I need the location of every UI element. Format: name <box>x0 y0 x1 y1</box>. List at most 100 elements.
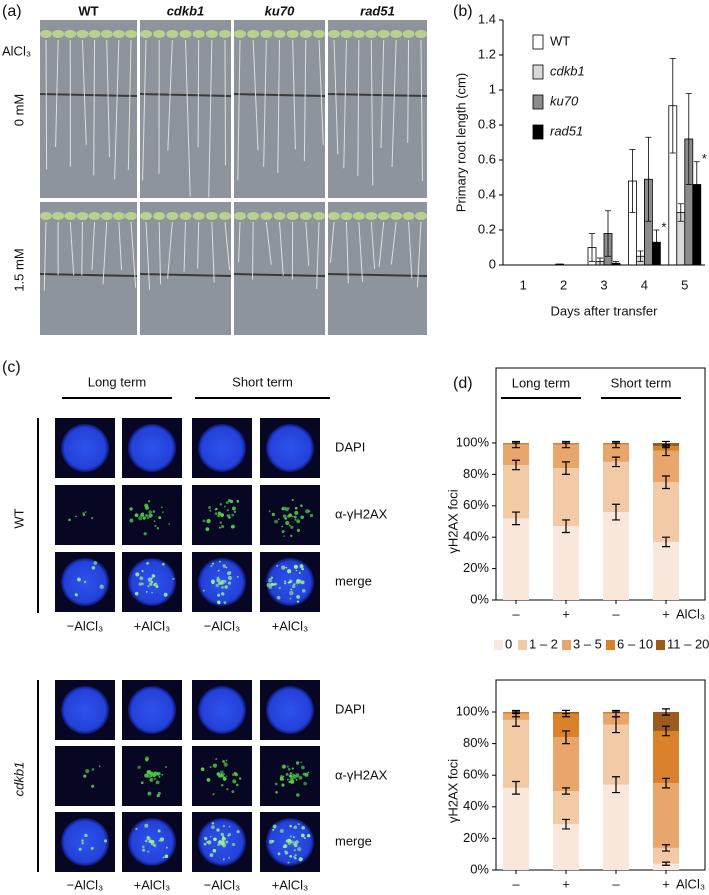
error-bar <box>562 709 570 715</box>
legend-swatch <box>532 124 544 140</box>
focus <box>223 601 227 604</box>
focus <box>296 793 300 797</box>
photo-detail <box>313 30 325 38</box>
focus <box>277 852 281 856</box>
photo-detail <box>205 30 218 38</box>
focus <box>157 771 161 776</box>
photo-detail <box>40 212 52 220</box>
focus <box>219 581 224 585</box>
error-bar <box>562 730 570 745</box>
focus <box>161 562 165 566</box>
x-tick-label: 1 <box>520 277 527 292</box>
focus <box>81 842 84 845</box>
focus <box>295 761 300 765</box>
condition-label: +AlCl₃ <box>134 877 171 892</box>
focus <box>291 584 296 589</box>
bar-segment <box>553 444 579 469</box>
photo-detail <box>100 30 113 38</box>
focus <box>221 840 224 843</box>
focus <box>301 825 306 830</box>
photo-detail <box>185 39 191 197</box>
focus <box>228 825 231 828</box>
focus <box>297 823 300 826</box>
focus <box>293 836 295 838</box>
photo-detail <box>416 221 422 288</box>
focus <box>143 532 147 536</box>
focus <box>91 785 94 788</box>
photo-detail <box>167 221 173 279</box>
focus <box>81 839 84 842</box>
photo-detail <box>415 212 427 220</box>
focus <box>275 790 278 794</box>
bar-segment <box>653 863 679 870</box>
bar-segment <box>553 468 579 527</box>
channel-label: merge <box>335 573 372 588</box>
channel-label: DAPI <box>335 701 365 716</box>
focus <box>134 513 139 518</box>
channel-label: merge <box>335 833 372 848</box>
focus <box>282 514 287 519</box>
error-bar <box>662 861 670 866</box>
y-tick-label: 40% <box>463 529 489 544</box>
photo-detail <box>260 30 273 38</box>
bar-segment <box>503 464 529 519</box>
focus <box>281 783 285 787</box>
x-tick-label: 4 <box>641 277 648 292</box>
focus <box>293 849 296 852</box>
photo-detail <box>420 39 423 181</box>
photo <box>234 202 325 335</box>
error-bar <box>512 459 520 471</box>
focus <box>84 833 88 838</box>
focus <box>300 765 305 770</box>
error-bar <box>653 229 660 255</box>
nucleus <box>61 818 109 866</box>
bar-segment <box>553 713 579 738</box>
focus <box>300 515 304 520</box>
focus <box>279 776 284 781</box>
focus <box>211 562 214 565</box>
focus <box>83 774 87 778</box>
y-tick-label: 0 <box>489 256 496 271</box>
photo-detail <box>327 93 428 97</box>
photo-detail <box>224 221 231 271</box>
photo-detail <box>233 273 326 277</box>
panel-label: (c) <box>2 359 21 376</box>
focus <box>208 505 212 509</box>
photo-detail <box>247 212 260 220</box>
focus <box>138 516 143 521</box>
focus <box>141 845 145 849</box>
photo-detail <box>192 212 205 220</box>
photo-detail <box>340 30 353 38</box>
focus <box>290 525 294 529</box>
photo-detail <box>247 30 260 38</box>
legend-label: cdkb1 <box>550 63 585 78</box>
focus <box>295 569 298 572</box>
focus <box>141 570 144 573</box>
column-label: ku70 <box>265 3 295 18</box>
focus <box>291 767 294 770</box>
focus <box>85 769 90 774</box>
photo-detail <box>64 30 77 38</box>
photo-detail <box>39 273 138 277</box>
y-tick-label: 1.4 <box>478 11 496 26</box>
focus <box>284 517 288 520</box>
focus <box>145 514 148 517</box>
bar-segment <box>603 724 629 785</box>
focus <box>156 794 160 798</box>
focus <box>277 518 280 521</box>
photo-detail <box>114 39 120 180</box>
photo-detail <box>273 212 286 220</box>
photo <box>40 20 137 198</box>
focus <box>158 839 160 842</box>
photo-detail <box>76 212 89 220</box>
error-bar <box>662 844 670 852</box>
legend-swatch <box>606 640 615 650</box>
focus <box>268 510 271 513</box>
photo-detail <box>167 39 173 151</box>
condition-label: +AlCl₃ <box>134 618 171 633</box>
focus <box>306 834 311 838</box>
focus <box>99 584 104 589</box>
focus <box>276 564 279 567</box>
bar-segment <box>503 787 529 870</box>
bar-segment <box>503 719 529 788</box>
